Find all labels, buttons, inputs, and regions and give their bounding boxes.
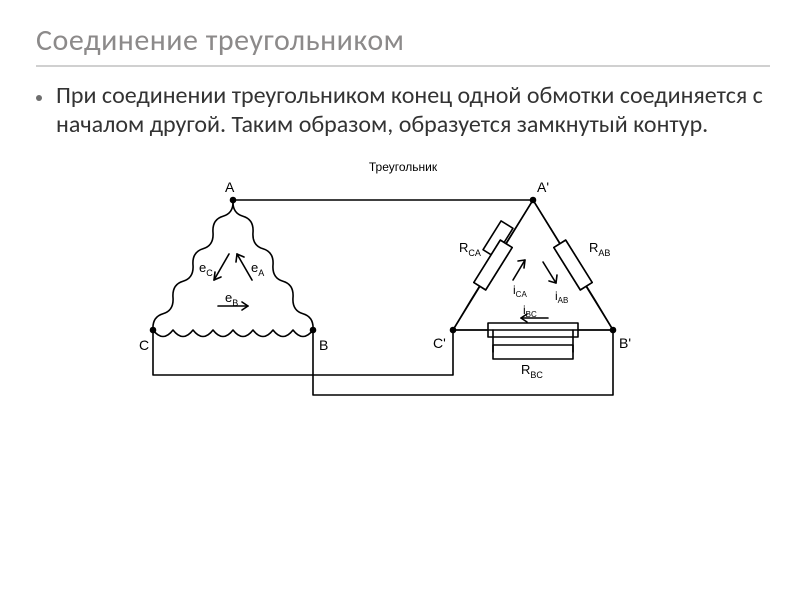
label-A: A	[225, 179, 235, 195]
label-iAB: iAB	[555, 289, 568, 305]
label-Ap: A'	[537, 179, 549, 195]
bullet-dot	[36, 95, 42, 101]
label-B: B	[319, 337, 328, 353]
label-iBC: iBC	[523, 303, 537, 319]
delta-circuit-diagram: A C B A' C' B' eA eC eB RCA RAB RBC i	[133, 160, 673, 440]
label-Cp: C'	[433, 335, 446, 351]
label-eC: eC	[199, 260, 213, 278]
label-RBC: RBC	[521, 362, 543, 380]
label-C: C	[139, 337, 149, 353]
body-paragraph: При соединении треугольником конец одной…	[56, 81, 770, 140]
diagram-container: Треугольник	[133, 160, 673, 440]
label-Bp: B'	[619, 335, 631, 351]
title-divider	[36, 65, 770, 67]
label-RAB: RAB	[589, 240, 610, 258]
diagram-title: Треугольник	[133, 160, 673, 174]
label-RCA: RCA	[459, 240, 481, 258]
label-eA: eA	[251, 260, 264, 278]
slide-title: Соединение треугольником	[36, 22, 770, 59]
label-iCA: iCA	[513, 283, 527, 299]
